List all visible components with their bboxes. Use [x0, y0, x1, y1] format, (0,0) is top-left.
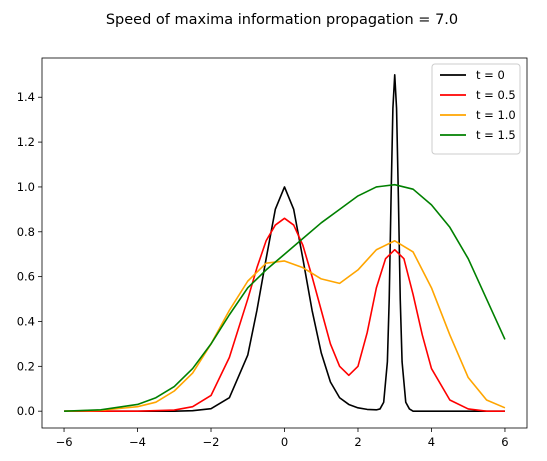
y-tick-label: 1.4 [17, 90, 35, 104]
y-tick-label: 0.8 [17, 225, 35, 239]
axes: −6 −4 −2 0 2 4 6 0.0 0.2 0.4 0.6 0.8 1.0 1.2 1.4 [17, 57, 528, 449]
x-tick-label: −4 [129, 435, 146, 449]
series-line-1 [64, 74, 505, 412]
series-line-2 [64, 217, 505, 412]
y-tick-label: 0.4 [17, 314, 35, 328]
y-tick-label: 0.0 [17, 404, 35, 418]
x-tick-label: 2 [354, 435, 361, 449]
chart-title: Speed of maxima information propagation … [106, 12, 458, 28]
y-tick-label: 1.2 [17, 135, 35, 149]
y-tick-label: 0.6 [17, 270, 35, 284]
y-tick-label: 1.0 [17, 180, 35, 194]
x-tick-label: 0 [281, 435, 288, 449]
x-tick-label: −2 [203, 435, 220, 449]
series-line-4 [64, 183, 506, 412]
y-tick-label: 0.2 [17, 359, 35, 373]
legend: t = 0 t = 0.5 t = 1.0 t = 1.5 [431, 63, 521, 155]
x-tick-label: 4 [428, 435, 435, 449]
legend-label-1: t = 0 [476, 68, 505, 82]
legend-box [431, 63, 521, 155]
series-line-3 [64, 239, 506, 412]
x-tick-label: 6 [501, 435, 508, 449]
plot-area [64, 74, 506, 412]
legend-label-4: t = 1.5 [476, 128, 516, 142]
legend-label-3: t = 1.0 [476, 108, 516, 122]
legend-label-2: t = 0.5 [476, 88, 516, 102]
x-tick-label: −6 [56, 435, 73, 449]
